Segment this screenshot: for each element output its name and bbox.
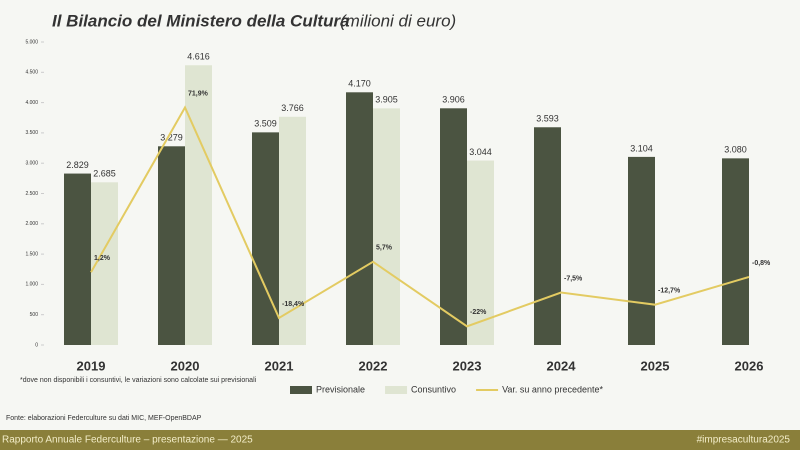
bar bbox=[158, 146, 185, 345]
line-label: 1,2% bbox=[94, 255, 111, 262]
y-tick-label: 1.000 bbox=[25, 282, 38, 288]
legend-label: Consuntivo bbox=[411, 384, 456, 394]
data-label: 2.685 bbox=[93, 169, 116, 179]
x-tick-label: 2019 bbox=[77, 358, 106, 373]
footer-left: Rapporto Annuale Federculture – presenta… bbox=[2, 435, 253, 446]
y-tick-label: 3.500 bbox=[25, 130, 38, 136]
data-label: 3.104 bbox=[630, 143, 653, 153]
note: *dove non disponibili i consuntivi, le v… bbox=[20, 377, 257, 384]
line-label: -22% bbox=[470, 309, 487, 316]
data-label: 3.766 bbox=[281, 103, 304, 113]
line-label: -7,5% bbox=[564, 275, 583, 282]
y-tick-label: 2.000 bbox=[25, 221, 38, 227]
data-label: 3.080 bbox=[724, 145, 747, 155]
line-label: 5,7% bbox=[376, 245, 393, 252]
legend-swatch bbox=[385, 386, 408, 394]
data-label: 4.170 bbox=[348, 79, 371, 89]
legend-label: Var. su anno precedente* bbox=[502, 384, 603, 394]
data-label: 3.905 bbox=[375, 95, 398, 105]
bar bbox=[628, 156, 655, 345]
x-tick-label: 2026 bbox=[735, 358, 764, 373]
data-label: 3.906 bbox=[442, 95, 465, 105]
x-tick-label: 2024 bbox=[547, 358, 577, 373]
x-tick-label: 2022 bbox=[359, 358, 388, 373]
y-tick-label: 4.500 bbox=[25, 70, 38, 76]
x-tick-label: 2023 bbox=[453, 358, 482, 373]
legend-label: Previsionale bbox=[316, 384, 365, 394]
bar bbox=[64, 173, 91, 345]
y-tick-label: 5.000 bbox=[25, 39, 38, 45]
source: Fonte: elaborazioni Federculture su dati… bbox=[6, 415, 202, 422]
x-tick-label: 2020 bbox=[171, 358, 200, 373]
legend-swatch bbox=[290, 386, 312, 394]
line-label: 71,9% bbox=[188, 90, 209, 97]
line-label: -12,7% bbox=[658, 288, 681, 295]
bar bbox=[252, 132, 279, 345]
line-label: -0,8% bbox=[752, 260, 771, 267]
footer-bar bbox=[0, 430, 800, 450]
bar bbox=[440, 108, 467, 345]
x-tick-label: 2025 bbox=[641, 358, 670, 373]
data-label: 3.593 bbox=[536, 114, 559, 124]
bar bbox=[534, 127, 561, 346]
y-tick-label: 500 bbox=[30, 312, 39, 318]
x-tick-label: 2021 bbox=[265, 358, 294, 373]
bar bbox=[467, 160, 494, 345]
y-tick-label: 0 bbox=[35, 342, 38, 348]
bar bbox=[279, 116, 306, 346]
line-label: -18,4% bbox=[282, 301, 305, 308]
bar bbox=[722, 158, 749, 345]
bar bbox=[346, 92, 373, 345]
line bbox=[90, 105, 750, 328]
bar bbox=[373, 108, 400, 346]
y-tick-label: 2.500 bbox=[25, 191, 38, 197]
y-tick-label: 3.000 bbox=[25, 161, 38, 167]
y-tick-label: 4.000 bbox=[25, 100, 38, 106]
footer-right: #impresacultura2025 bbox=[697, 435, 791, 446]
data-label: 3.044 bbox=[469, 147, 492, 157]
chart-title: Il Bilancio del Ministero della Cultura bbox=[52, 11, 350, 30]
data-label: 4.616 bbox=[187, 52, 210, 62]
chart-subtitle: (milioni di euro) bbox=[340, 11, 456, 30]
y-tick-label: 1.500 bbox=[25, 251, 38, 257]
data-label: 3.509 bbox=[254, 119, 277, 129]
data-label: 3.279 bbox=[160, 133, 183, 143]
bar bbox=[185, 65, 212, 346]
data-label: 2.829 bbox=[66, 160, 89, 170]
